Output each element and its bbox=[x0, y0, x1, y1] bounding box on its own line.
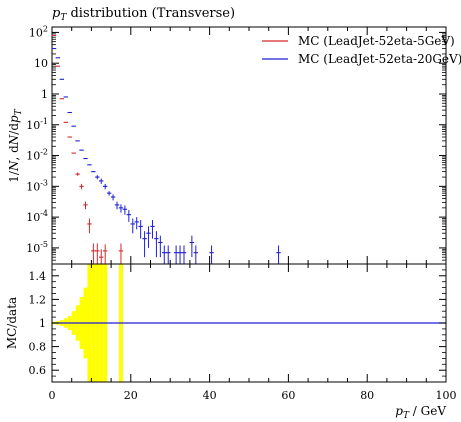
legend: MC (LeadJet-52eta-5GeV) MC (LeadJet-52et… bbox=[262, 34, 461, 66]
y-tick-label: 10-5 bbox=[26, 240, 48, 255]
main-series bbox=[51, 34, 281, 264]
y-tick-label: 10 bbox=[34, 57, 48, 70]
x-tick-label: 80 bbox=[360, 389, 374, 402]
series-2 bbox=[51, 47, 281, 264]
x-tick-label: 60 bbox=[281, 389, 295, 402]
y-tick-label: 10-1 bbox=[26, 117, 48, 132]
ratio-y-tick-label: 0.6 bbox=[29, 364, 47, 377]
x-tick-label: 20 bbox=[124, 389, 138, 402]
ratio-y-tick-label: 1.4 bbox=[29, 270, 47, 283]
y-tick-label: 10-3 bbox=[26, 178, 48, 193]
x-tick-label: 0 bbox=[49, 389, 56, 402]
plot-title: pT distribution (Transverse) bbox=[52, 6, 235, 23]
y-tick-label: 10-2 bbox=[26, 148, 48, 163]
series-1 bbox=[51, 34, 124, 264]
main-y-label: 1/N, dN/dpT bbox=[7, 108, 24, 182]
legend-entry-2: MC (LeadJet-52eta-20GeV) bbox=[262, 52, 461, 66]
x-tick-label: 40 bbox=[203, 389, 217, 402]
main-axis-ticks: 10-5 10-4 10-3 10-2 10-1 1 10 102 bbox=[26, 24, 447, 265]
ratio-y-tick-label: 0.8 bbox=[29, 341, 47, 354]
y-tick-label: 10-4 bbox=[26, 209, 48, 224]
ratio-axis-ticks: 0.6 0.8 1 1.2 1.4 0 20 40 60 80 100 bbox=[29, 263, 457, 402]
ratio-y-tick-label: 1 bbox=[39, 317, 46, 330]
x-axis-label: pT / GeV bbox=[395, 404, 446, 421]
x-tick-label: 100 bbox=[436, 389, 457, 402]
legend-label-2: MC (LeadJet-52eta-20GeV) bbox=[298, 52, 461, 66]
y-tick-label: 102 bbox=[29, 24, 48, 39]
ratio-y-label: MC/data bbox=[5, 297, 19, 349]
legend-entry-1: MC (LeadJet-52eta-5GeV) bbox=[262, 34, 455, 48]
y-tick-label: 1 bbox=[41, 88, 48, 101]
ratio-y-tick-label: 1.2 bbox=[29, 293, 47, 306]
legend-label-1: MC (LeadJet-52eta-5GeV) bbox=[298, 34, 455, 48]
